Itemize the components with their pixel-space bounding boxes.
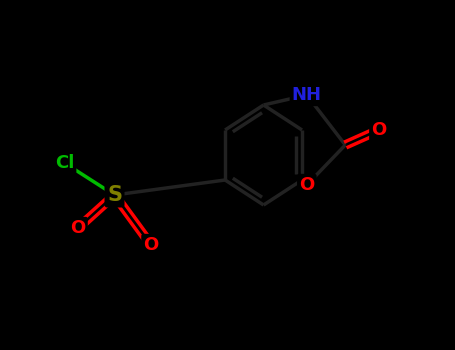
Text: Cl: Cl — [55, 154, 74, 172]
Text: S: S — [107, 185, 122, 205]
Text: O: O — [371, 121, 387, 139]
Text: O: O — [143, 236, 159, 254]
Text: O: O — [299, 176, 314, 194]
Text: NH: NH — [292, 86, 322, 104]
Text: O: O — [71, 219, 86, 237]
